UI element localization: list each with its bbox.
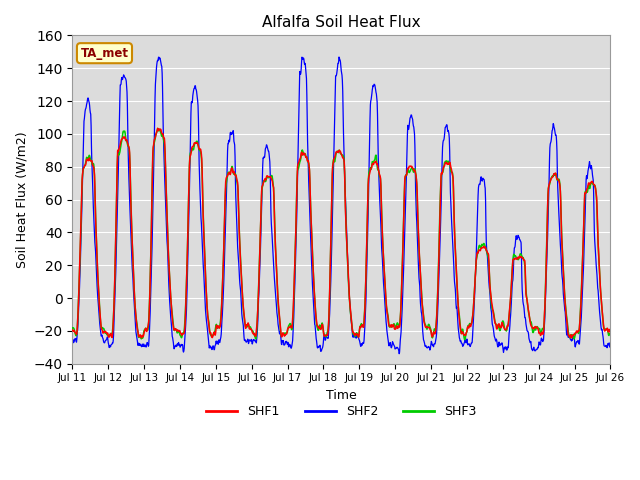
Text: TA_met: TA_met (81, 47, 129, 60)
Title: Alfalfa Soil Heat Flux: Alfalfa Soil Heat Flux (262, 15, 420, 30)
Legend: SHF1, SHF2, SHF3: SHF1, SHF2, SHF3 (201, 400, 482, 423)
X-axis label: Time: Time (326, 389, 356, 402)
Y-axis label: Soil Heat Flux (W/m2): Soil Heat Flux (W/m2) (15, 131, 28, 268)
